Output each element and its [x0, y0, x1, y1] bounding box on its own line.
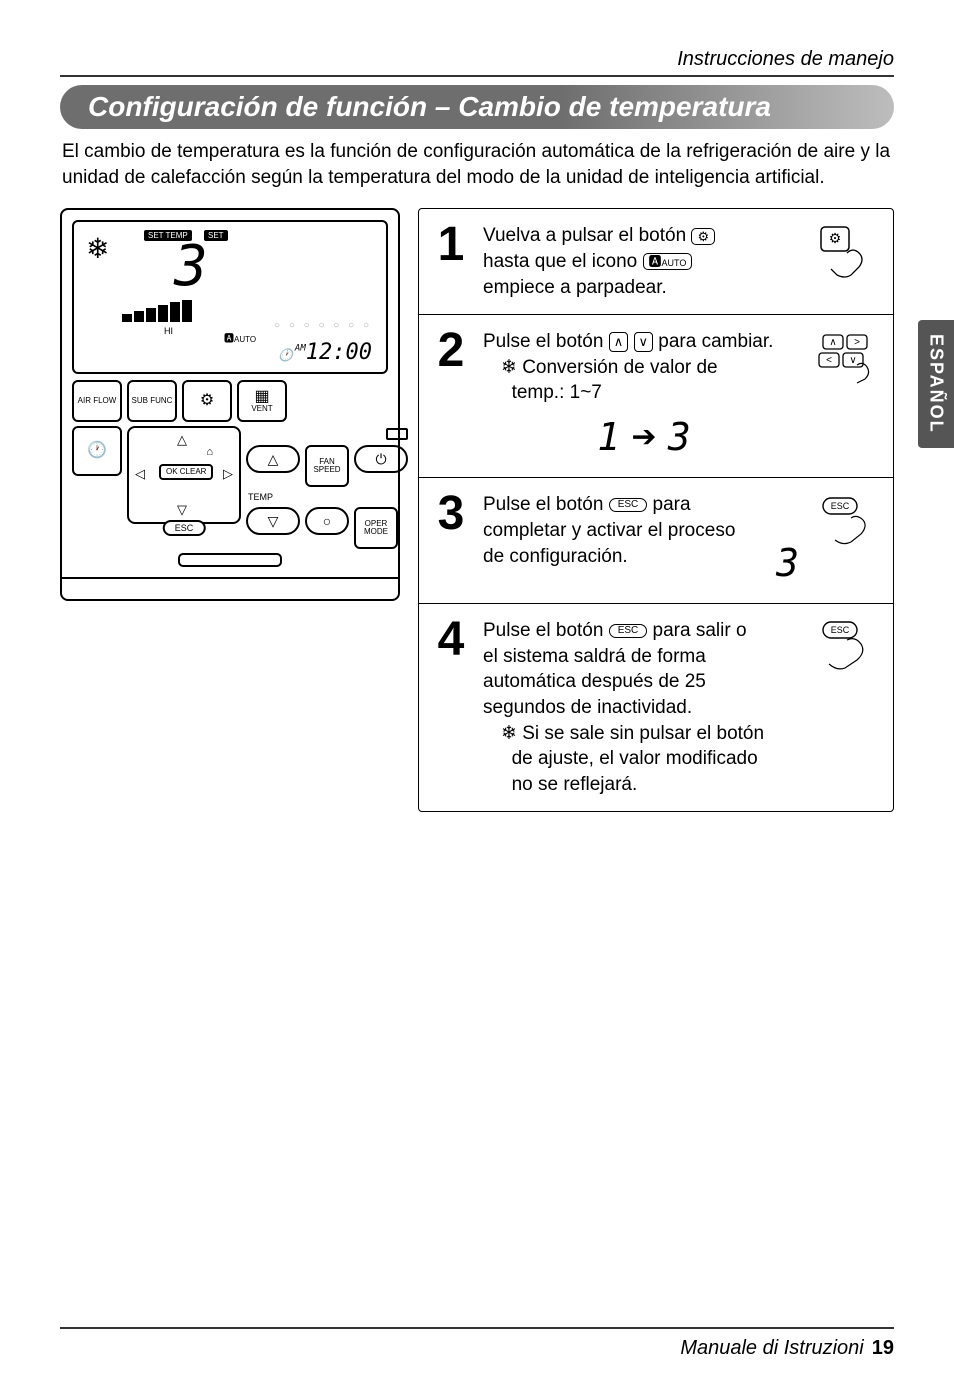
section-title: Configuración de función – Cambio de tem… [60, 85, 894, 129]
step-note: Conversión de valor de temp.: 1~7 [483, 355, 805, 406]
auto-icon: 🅰AUTO [643, 253, 693, 270]
header-rule: Instrucciones de manejo [60, 48, 894, 77]
snowflake-icon: ❄ [86, 232, 109, 265]
remote-lcd: ❄ SET TEMP SET 3 HI 🅰AUTO ○ ○ ○ ○ ○ ○ ○ … [72, 220, 388, 374]
lcd-clock: 🕐AM12:00 [278, 340, 372, 365]
step-body: Pulse el botón ∧ ∨ para cambiar. Convers… [483, 329, 805, 463]
intro-paragraph: El cambio de temperatura es la función d… [62, 139, 892, 190]
svg-text:<: < [826, 355, 832, 366]
step-1: 1 Vuelva a pulsar el botón ⚙ hasta que e… [419, 209, 893, 315]
settings-button[interactable]: ⚙ [182, 380, 232, 422]
up-key-icon: ∧ [609, 332, 629, 352]
clock-icon: 🕐 [87, 443, 107, 459]
arrow-right-icon: ➔ [631, 421, 656, 454]
temp-up-button[interactable]: △ [246, 445, 300, 473]
ir-window-icon [386, 428, 408, 440]
hand-press-icon: ⚙ [817, 223, 877, 279]
step-number: 2 [431, 329, 471, 463]
language-tab: ESPAÑOL [918, 320, 954, 448]
vent-button[interactable]: ▦VENT [237, 380, 287, 422]
svg-text:∧: ∧ [829, 337, 836, 348]
content-row: ❄ SET TEMP SET 3 HI 🅰AUTO ○ ○ ○ ○ ○ ○ ○ … [60, 208, 894, 812]
temp-label: TEMP [248, 492, 408, 502]
fan-speed-button[interactable]: FAN SPEED [305, 445, 349, 487]
step-2: 2 Pulse el botón ∧ ∨ para cambiar. Conve… [419, 315, 893, 478]
gear-icon: ⚙ [691, 228, 715, 245]
steps-panel: 1 Vuelva a pulsar el botón ⚙ hasta que e… [418, 208, 894, 812]
esc-pill-icon: ESC [609, 624, 648, 638]
step-number: 3 [431, 492, 471, 589]
step-note: Si se sale sin pulsar el botón de ajuste… [483, 721, 805, 798]
nav-right-icon[interactable]: ▷ [223, 466, 233, 482]
remote-slot [178, 553, 282, 567]
nav-left-icon[interactable]: ◁ [135, 466, 145, 482]
esc-button[interactable]: ESC [163, 520, 206, 536]
lcd-big-number: 3 [174, 234, 204, 299]
hand-esc-icon: ESC [817, 618, 877, 674]
svg-text:>: > [854, 337, 860, 348]
page: Instrucciones de manejo Configuración de… [0, 0, 954, 1400]
remote-right-column: △ FAN SPEED ⏻ TEMP ▽ ○ OPER MODE [246, 426, 408, 549]
nav-up-icon[interactable]: △ [177, 432, 187, 448]
power-button[interactable]: ⏻ [354, 445, 408, 473]
step-3: 3 Pulse el botón ESC para completar y ac… [419, 478, 893, 604]
nav-pad[interactable]: △ ▽ ◁ ▷ ⌂ OK CLEAR ESC [127, 426, 241, 524]
lcd-day-dots: ○ ○ ○ ○ ○ ○ ○ [274, 320, 372, 331]
hand-esc-icon: ESC [817, 492, 877, 548]
step-body: Pulse el botón ESC para completar y acti… [483, 492, 805, 589]
footer-page-number: 19 [872, 1337, 894, 1360]
remote-base-line [62, 577, 398, 579]
esc-pill-icon: ESC [609, 498, 648, 512]
vent-icon: ▦ [254, 389, 269, 405]
header-breadcrumb: Instrucciones de manejo [60, 48, 894, 75]
remote-button-row: AIR FLOW SUB FUNC ⚙ ▦VENT 🕐 △ ▽ ◁ ▷ ⌂ [72, 380, 388, 549]
ok-clear-button[interactable]: OK CLEAR [159, 464, 213, 480]
down-key-icon: ∨ [634, 332, 654, 352]
step-number: 4 [431, 618, 471, 797]
nav-down-icon[interactable]: ▽ [177, 502, 187, 518]
set-badge: SET [204, 230, 228, 241]
seg-from: 1 [597, 412, 620, 463]
lcd-auto-icon: 🅰AUTO [224, 330, 256, 345]
svg-text:⚙: ⚙ [829, 230, 842, 246]
value-change-graphic: 1 ➔ 3 [483, 412, 805, 463]
seg-to: 3 [668, 412, 691, 463]
lcd-hi-label: HI [164, 326, 173, 336]
svg-text:ESC: ESC [831, 625, 850, 635]
step-body: Pulse el botón ESC para salir o el siste… [483, 618, 805, 797]
gear-icon: ⚙ [200, 393, 214, 409]
remote-illustration: ❄ SET TEMP SET 3 HI 🅰AUTO ○ ○ ○ ○ ○ ○ ○ … [60, 208, 400, 601]
svg-text:ESC: ESC [831, 501, 850, 511]
step-body: Vuelva a pulsar el botón ⚙ hasta que el … [483, 223, 805, 300]
page-footer: Manuale di Istruzioni 19 [60, 1327, 894, 1360]
clock-icon: 🕐 [278, 348, 293, 362]
remote-col-left: AIR FLOW SUB FUNC ⚙ ▦VENT 🕐 △ ▽ ◁ ▷ ⌂ [72, 380, 408, 549]
svg-text:∨: ∨ [849, 355, 856, 366]
hand-arrows-icon: ∧ > < ∨ [817, 329, 877, 385]
temp-down-button[interactable]: ▽ [246, 507, 300, 535]
language-tab-label: ESPAÑOL [926, 334, 947, 434]
step-number: 1 [431, 223, 471, 300]
nav-home-icon[interactable]: ⌂ [206, 446, 213, 458]
step-4: 4 Pulse el botón ESC para salir o el sis… [419, 604, 893, 811]
lcd-bars [122, 300, 242, 322]
oper-mode-button[interactable]: OPER MODE [354, 507, 398, 549]
timer-button[interactable]: 🕐 [72, 426, 122, 476]
footer-manual-title: Manuale di Istruzioni [680, 1337, 863, 1360]
sub-func-button[interactable]: SUB FUNC [127, 380, 177, 422]
seg-value: 3 [776, 538, 799, 589]
circle-button[interactable]: ○ [305, 507, 349, 535]
air-flow-button[interactable]: AIR FLOW [72, 380, 122, 422]
